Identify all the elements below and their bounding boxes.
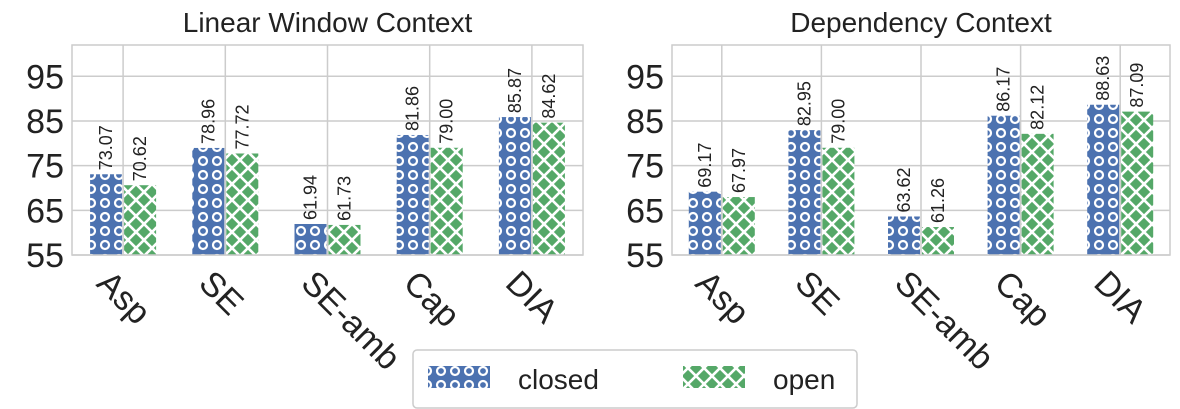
bar-closed-cap: [396, 134, 429, 255]
chart-panel-2: 55 65 75 85 95 69.17 82.95 63.62 86.17 88.63 67.97…: [626, 7, 1171, 378]
bar-open-dia: [532, 122, 565, 255]
bar-open-cap: [1021, 133, 1054, 255]
bar-closed-se-amb: [294, 223, 327, 255]
x-tick-label: DIA: [1087, 264, 1154, 331]
data-label: 87.09: [1127, 63, 1147, 108]
data-label: 79.00: [828, 99, 848, 144]
y-tick-label: 75: [626, 148, 664, 186]
bar-closed-se-amb: [888, 216, 920, 255]
legend-open-swatch: [683, 366, 745, 388]
legend-frame: [412, 349, 858, 409]
x-tick-label: Asp: [89, 264, 157, 332]
plot-frame: [71, 44, 584, 256]
data-label: 88.63: [1093, 56, 1113, 101]
x-tick-label: Asp: [688, 264, 756, 332]
bar-closed-dia: [498, 117, 531, 255]
data-label: 77.72: [232, 104, 252, 149]
y-tick-label: 75: [26, 148, 64, 186]
chart-title: Linear Window Context: [183, 7, 473, 38]
bar-closed-dia: [1087, 104, 1120, 255]
data-label: 69.17: [695, 143, 715, 188]
data-label: 79.00: [437, 99, 457, 144]
chart-panel-1: 55 65 75 85 95 73.07 78.96 61.94 81.86 85.87 70.62…: [26, 7, 584, 378]
bar-open-cap: [430, 147, 463, 255]
bar-closed-se: [788, 130, 821, 255]
data-label: 78.96: [198, 99, 218, 144]
data-label: 86.17: [994, 67, 1014, 112]
data-label: 81.86: [403, 86, 423, 131]
y-tick-label: 95: [26, 58, 64, 96]
x-tick-label: Cap: [396, 264, 467, 335]
data-label: 67.97: [729, 148, 749, 193]
chart-title: Dependency Context: [790, 7, 1052, 38]
legend: closed open: [412, 349, 858, 409]
data-label: 63.62: [894, 167, 914, 212]
plot-frame: [671, 44, 1171, 256]
bar-open-se: [822, 147, 855, 255]
bar-closed-asp: [90, 174, 123, 255]
legend-closed-swatch: [428, 366, 490, 388]
y-tick-label: 55: [26, 237, 64, 275]
legend-open-label: open: [773, 364, 835, 395]
y-tick-label: 95: [626, 58, 664, 96]
data-label: 85.87: [505, 68, 525, 113]
data-label: 84.62: [539, 74, 559, 119]
x-tick-label: SE-amb: [294, 264, 408, 378]
bar-closed-cap: [987, 115, 1020, 255]
bar-closed-asp: [688, 191, 721, 255]
x-tick-label: SE-amb: [887, 264, 1001, 378]
bar-open-asp: [124, 185, 157, 255]
data-label: 82.95: [794, 81, 814, 126]
x-tick-label: Cap: [987, 264, 1058, 335]
data-label: 61.94: [301, 175, 321, 220]
bar-open-se: [226, 153, 259, 255]
data-label: 61.26: [928, 178, 948, 223]
bar-closed-se: [192, 147, 225, 255]
legend-closed-label: closed: [518, 364, 599, 395]
data-label: 82.12: [1028, 85, 1048, 130]
y-tick-label: 65: [626, 192, 664, 230]
bar-open-asp: [722, 197, 755, 255]
y-tick-label: 85: [26, 103, 64, 141]
bar-open-se-amb: [328, 224, 361, 255]
data-label: 73.07: [96, 125, 116, 170]
x-tick-label: DIA: [498, 264, 565, 331]
bar-open-dia: [1121, 111, 1154, 256]
y-tick-label: 85: [626, 103, 664, 141]
y-tick-label: 55: [626, 237, 664, 275]
data-label: 70.62: [130, 136, 150, 181]
x-tick-label: SE: [192, 264, 251, 323]
bar-open-se-amb: [922, 227, 954, 255]
data-label: 61.73: [335, 176, 355, 221]
y-tick-label: 65: [26, 192, 64, 230]
x-tick-label: SE: [788, 264, 847, 323]
